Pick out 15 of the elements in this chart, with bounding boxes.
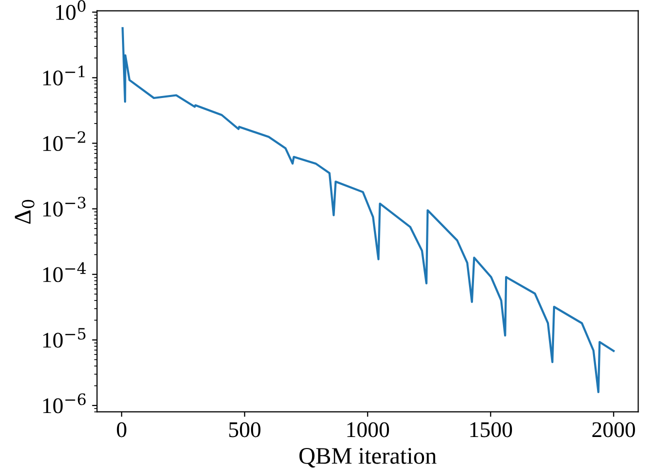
y-axis-title: Δ$_{0}$	[14, 200, 34, 224]
y-tick-label: 10$^{−1}$	[43, 66, 84, 86]
x-axis-title: QBM iteration	[299, 448, 436, 468]
x-tick-label: 500	[229, 422, 260, 438]
line-series	[122, 27, 615, 394]
x-tick-label: 2000	[592, 422, 635, 438]
y-tick-label: 10$^{−2}$	[43, 131, 86, 152]
x-tick-label: 1000	[347, 422, 389, 438]
x-tick-label: 0	[116, 422, 126, 438]
y-tick-label: 10$^{−4}$	[43, 262, 86, 282]
y-tick-label: 10$^{0}$	[56, 0, 86, 20]
y-tick-label: 10$^{−5}$	[43, 328, 86, 348]
x-tick-label: 1500	[470, 422, 512, 438]
y-tick-label: 10$^{−6}$	[43, 393, 86, 414]
y-tick-label: 10$^{−3}$	[43, 196, 86, 217]
